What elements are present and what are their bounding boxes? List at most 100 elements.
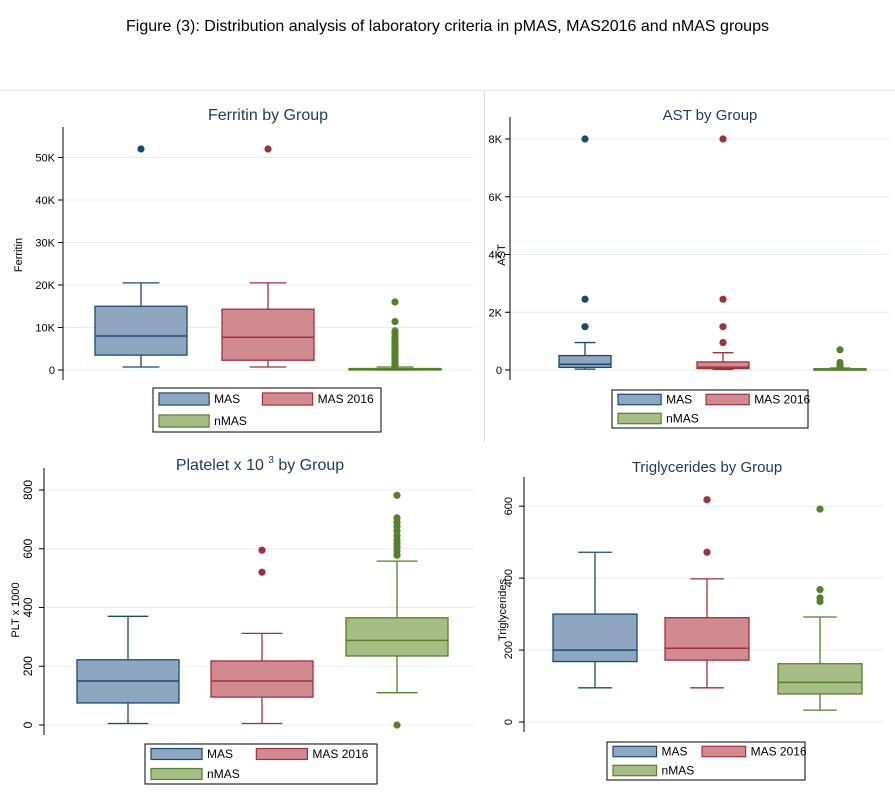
box-iqr	[221, 308, 315, 361]
chart-title: Platelet x 10 3 by Group	[176, 455, 344, 474]
y-tick-label: 4K	[489, 250, 503, 262]
box-iqr	[345, 617, 449, 657]
legend-swatch	[261, 392, 314, 406]
outlier-point	[719, 295, 727, 303]
box-nmas	[348, 298, 442, 371]
legend-swatch	[617, 393, 662, 406]
legend-label: nMAS	[214, 414, 247, 428]
legend: MAS MAS 2016 nMAS	[144, 743, 378, 785]
outlier-point	[393, 721, 401, 729]
legend-swatch	[617, 412, 662, 425]
outlier-point	[816, 586, 824, 594]
legend-label: MAS 2016	[751, 745, 807, 759]
legend-swatch	[255, 747, 308, 761]
box-nmas	[813, 346, 867, 371]
outlier-point	[719, 338, 727, 347]
chart-panel-4: Triglycerides by Group 0 200 400 600 Triglyce…	[497, 459, 884, 781]
y-tick-label: 200	[503, 641, 515, 659]
legend-label: MAS	[214, 392, 240, 406]
y-axis-label: Ferritin	[13, 238, 25, 272]
y-tick-label: 40K	[35, 195, 55, 207]
legend-swatch	[612, 745, 658, 758]
legend-label: MAS	[666, 393, 692, 407]
box-iqr	[552, 613, 638, 663]
outlier-point	[264, 145, 272, 153]
chart-panel-2: AST by Group 0 2K 4K 6K 8K AST MAS MAS 2016 nMAS	[489, 107, 890, 429]
panel-divider	[484, 90, 485, 442]
y-tick-label: 0	[49, 365, 55, 377]
y-tick-label: 0	[21, 721, 35, 728]
box-iqr	[696, 361, 750, 370]
outlier-point	[391, 317, 399, 326]
outlier-point	[258, 568, 266, 576]
y-tick-label: 6K	[489, 192, 503, 204]
legend-swatch	[701, 745, 747, 758]
outlier-point	[836, 346, 844, 354]
box-iqr	[210, 660, 314, 698]
legend-swatch	[158, 414, 210, 428]
box-mas-2016	[664, 496, 750, 689]
chart-title: AST by Group	[663, 107, 758, 124]
outlier-point	[258, 546, 266, 554]
legend-label: MAS	[207, 747, 233, 761]
outlier-point	[581, 135, 589, 143]
y-tick-label: 2K	[489, 307, 503, 319]
legend-swatch	[612, 764, 658, 777]
box-iqr	[777, 663, 863, 695]
y-tick-label: 8K	[489, 134, 503, 146]
legend-label: MAS 2016	[312, 747, 368, 761]
outlier-point	[703, 548, 711, 556]
y-axis-label: PLT x 1000	[10, 582, 22, 637]
outlier-point	[391, 327, 399, 335]
y-tick-label: 400	[21, 597, 35, 617]
outlier-point	[391, 298, 399, 306]
panel-divider	[0, 90, 895, 91]
y-tick-label: 50K	[35, 153, 55, 165]
legend-label: MAS 2016	[318, 392, 374, 406]
chart-title: Ferritin by Group	[208, 107, 328, 124]
box-nmas	[777, 505, 863, 711]
box-iqr	[664, 617, 750, 661]
legend-label: nMAS	[207, 767, 240, 781]
y-tick-label: 10K	[35, 323, 55, 335]
legend: MAS MAS 2016 nMAS	[606, 741, 807, 781]
outlier-point	[703, 496, 711, 504]
y-tick-label: 600	[503, 497, 515, 515]
outlier-point	[836, 358, 844, 367]
box-iqr	[94, 305, 188, 356]
legend-label: nMAS	[662, 764, 695, 778]
y-axis-label: Triglycerides	[497, 579, 509, 641]
legend-swatch	[150, 747, 203, 761]
y-tick-label: 600	[21, 538, 35, 558]
outlier-point	[393, 491, 401, 499]
legend: MAS MAS 2016 nMAS	[152, 387, 382, 433]
y-tick-label: 0	[503, 719, 515, 725]
box-mas	[558, 135, 612, 370]
y-tick-label: 0	[496, 365, 502, 377]
legend-label: MAS 2016	[754, 393, 810, 407]
outlier-point	[816, 505, 824, 513]
box-iqr	[558, 354, 612, 369]
outlier-point	[393, 514, 401, 522]
chart-title-superscript: 3	[268, 455, 274, 466]
chart-panel-1: Ferritin by Group 0 10K 20K 30K 40K 50K Ferriti…	[13, 107, 473, 433]
outlier-point	[719, 135, 727, 143]
outlier-point	[137, 145, 145, 153]
y-tick-label: 800	[21, 480, 35, 500]
legend-swatch	[705, 393, 750, 406]
chart-title-text: Platelet x 10	[176, 457, 269, 474]
outlier-point	[581, 323, 589, 331]
y-tick-label: 30K	[35, 238, 55, 250]
box-mas-2016	[221, 145, 315, 368]
y-axis-label: AST	[496, 244, 508, 266]
chart-title: Triglycerides by Group	[632, 459, 782, 476]
legend-label: nMAS	[666, 412, 699, 426]
outlier-point	[816, 594, 824, 602]
outlier-point	[719, 323, 727, 331]
y-tick-label: 200	[21, 656, 35, 676]
legend-swatch	[150, 767, 203, 781]
y-tick-label: 400	[503, 569, 515, 587]
box-mas	[76, 615, 180, 725]
box-mas	[94, 145, 188, 368]
